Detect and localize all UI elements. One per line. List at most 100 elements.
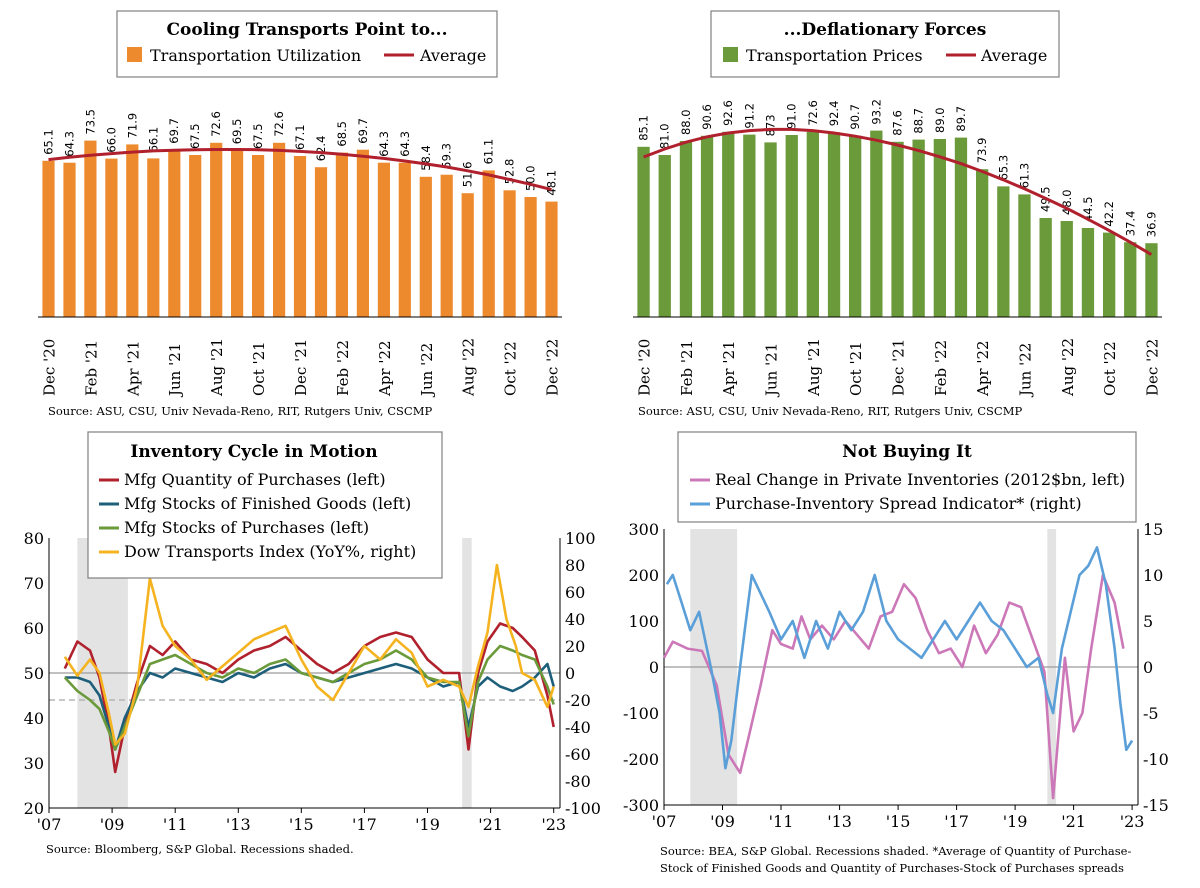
bar	[105, 159, 117, 317]
x-tick-label: Apr '22	[376, 340, 394, 397]
data-label: 73.5	[83, 109, 97, 135]
data-label: 92.6	[721, 100, 735, 126]
data-label: 58.4	[419, 145, 433, 171]
bar	[680, 141, 692, 317]
y-right-tick-label: -5	[1143, 704, 1159, 723]
bar	[441, 175, 453, 317]
chart-title: Inventory Cycle in Motion	[130, 442, 377, 462]
data-label: 85.1	[637, 115, 651, 141]
x-tick-label: '15	[886, 812, 911, 831]
bar	[976, 169, 988, 317]
source-note: Source: ASU, CSU, Univ Nevada-Reno, RIT,…	[638, 404, 1022, 418]
bar	[786, 135, 798, 317]
chart-title: Cooling Transports Point to...	[166, 20, 447, 40]
chart-title: ...Deflationary Forces	[784, 20, 987, 40]
bar	[637, 147, 649, 317]
data-label: 89.7	[954, 106, 968, 132]
bar	[545, 202, 557, 317]
x-tick-label: Jun '22	[1017, 343, 1035, 398]
data-label: 42.2	[1102, 201, 1116, 227]
y-right-tick-label: 0	[565, 664, 575, 683]
data-label: 72.6	[272, 111, 286, 137]
data-label: 64.3	[398, 131, 412, 157]
x-tick-label: Oct '21	[250, 341, 268, 396]
bar	[378, 163, 390, 317]
legend-label-average: Average	[980, 46, 1047, 65]
x-tick-label: '13	[226, 815, 251, 834]
x-tick-label: '07	[652, 812, 677, 831]
data-label: 64.3	[62, 131, 76, 157]
data-label: 88.7	[912, 108, 926, 134]
x-tick-label: Oct '22	[1101, 341, 1119, 396]
bar	[659, 155, 671, 317]
x-tick-label: Aug '22	[460, 338, 478, 397]
data-label: 61.1	[482, 139, 496, 165]
y-left-tick-label: 200	[628, 566, 659, 585]
y-left-tick-label: 80	[24, 529, 44, 548]
data-label: 93.2	[869, 99, 883, 125]
legend-label-utilization: Transportation Utilization	[150, 46, 361, 65]
bar	[701, 136, 713, 317]
bar	[357, 150, 369, 317]
data-label: 90.7	[848, 104, 862, 130]
y-right-tick-label: 60	[565, 583, 585, 602]
y-right-tick-label: -20	[565, 691, 591, 710]
y-right-tick-label: -10	[1143, 750, 1169, 769]
bar	[231, 150, 243, 317]
bar	[189, 155, 201, 317]
bar	[807, 132, 819, 317]
y-right-tick-label: -80	[565, 772, 591, 791]
bar	[764, 142, 776, 317]
data-label: 72.6	[209, 111, 223, 137]
legend-label-prices: Transportation Prices	[746, 46, 923, 65]
y-right-tick-label: 10	[1143, 566, 1163, 585]
legend-label: Mfg Quantity of Purchases (left)	[124, 470, 386, 489]
x-tick-label: '21	[1061, 812, 1086, 831]
legend-label: Dow Transports Index (YoY%, right)	[124, 542, 416, 561]
data-label: 69.5	[230, 119, 244, 145]
data-label: 81.0	[658, 123, 672, 149]
x-tick-label: Dec '20	[636, 339, 654, 396]
bar	[273, 143, 285, 317]
x-tick-label: '11	[163, 815, 188, 834]
data-label: 69.7	[356, 118, 370, 144]
x-tick-label: '15	[289, 815, 314, 834]
chart-panel-inventory-cycle: 20304050607080 -100-80-60-40-20020406080…	[24, 432, 601, 856]
data-label: 36.9	[1144, 212, 1158, 238]
bar	[1018, 194, 1030, 317]
source-note: Source: ASU, CSU, Univ Nevada-Reno, RIT,…	[48, 404, 432, 418]
bar	[1040, 218, 1052, 317]
y-left-tick-label: 40	[24, 709, 44, 728]
bar	[997, 186, 1009, 317]
bar	[315, 167, 327, 317]
data-label: 67.5	[251, 123, 265, 149]
bar	[743, 135, 755, 317]
x-tick-label: Jun '21	[763, 343, 781, 398]
data-label: 91.0	[785, 103, 799, 129]
x-tick-label: Aug '22	[1059, 338, 1077, 397]
x-tick-label: Dec '22	[544, 339, 562, 396]
y-right-tick-label: 20	[565, 637, 585, 656]
bar	[210, 143, 222, 317]
legend-swatch-prices	[723, 47, 738, 62]
bar	[722, 132, 734, 317]
x-tick-label: '07	[37, 815, 62, 834]
chart-panel-transportation-utilization: 65.1 64.373.566.071.966.1 69.7 67.5 72.6 69.5…	[38, 11, 562, 418]
bar	[462, 193, 474, 317]
data-label: 51.6	[461, 162, 475, 188]
y-right-tick-label: -60	[565, 745, 591, 764]
x-tick-label: Feb '21	[678, 340, 696, 396]
data-label: 73.9	[975, 138, 989, 164]
x-tick-label: Oct '21	[847, 341, 865, 396]
data-label: 62.4	[314, 136, 328, 162]
x-tick-label: Dec '21	[890, 339, 908, 396]
source-note: Source: Bloomberg, S&P Global. Recession…	[46, 842, 354, 856]
x-tick-label: Dec '21	[292, 339, 310, 396]
x-tick-label: Jun '22	[418, 343, 436, 398]
x-tick-label: '21	[478, 815, 503, 834]
y-left-tick-label: 60	[24, 619, 44, 638]
data-label: 72.6	[806, 100, 820, 126]
x-tick-label: Aug '21	[805, 338, 823, 397]
x-tick-label: '17	[352, 815, 377, 834]
x-tick-label: '23	[541, 815, 566, 834]
